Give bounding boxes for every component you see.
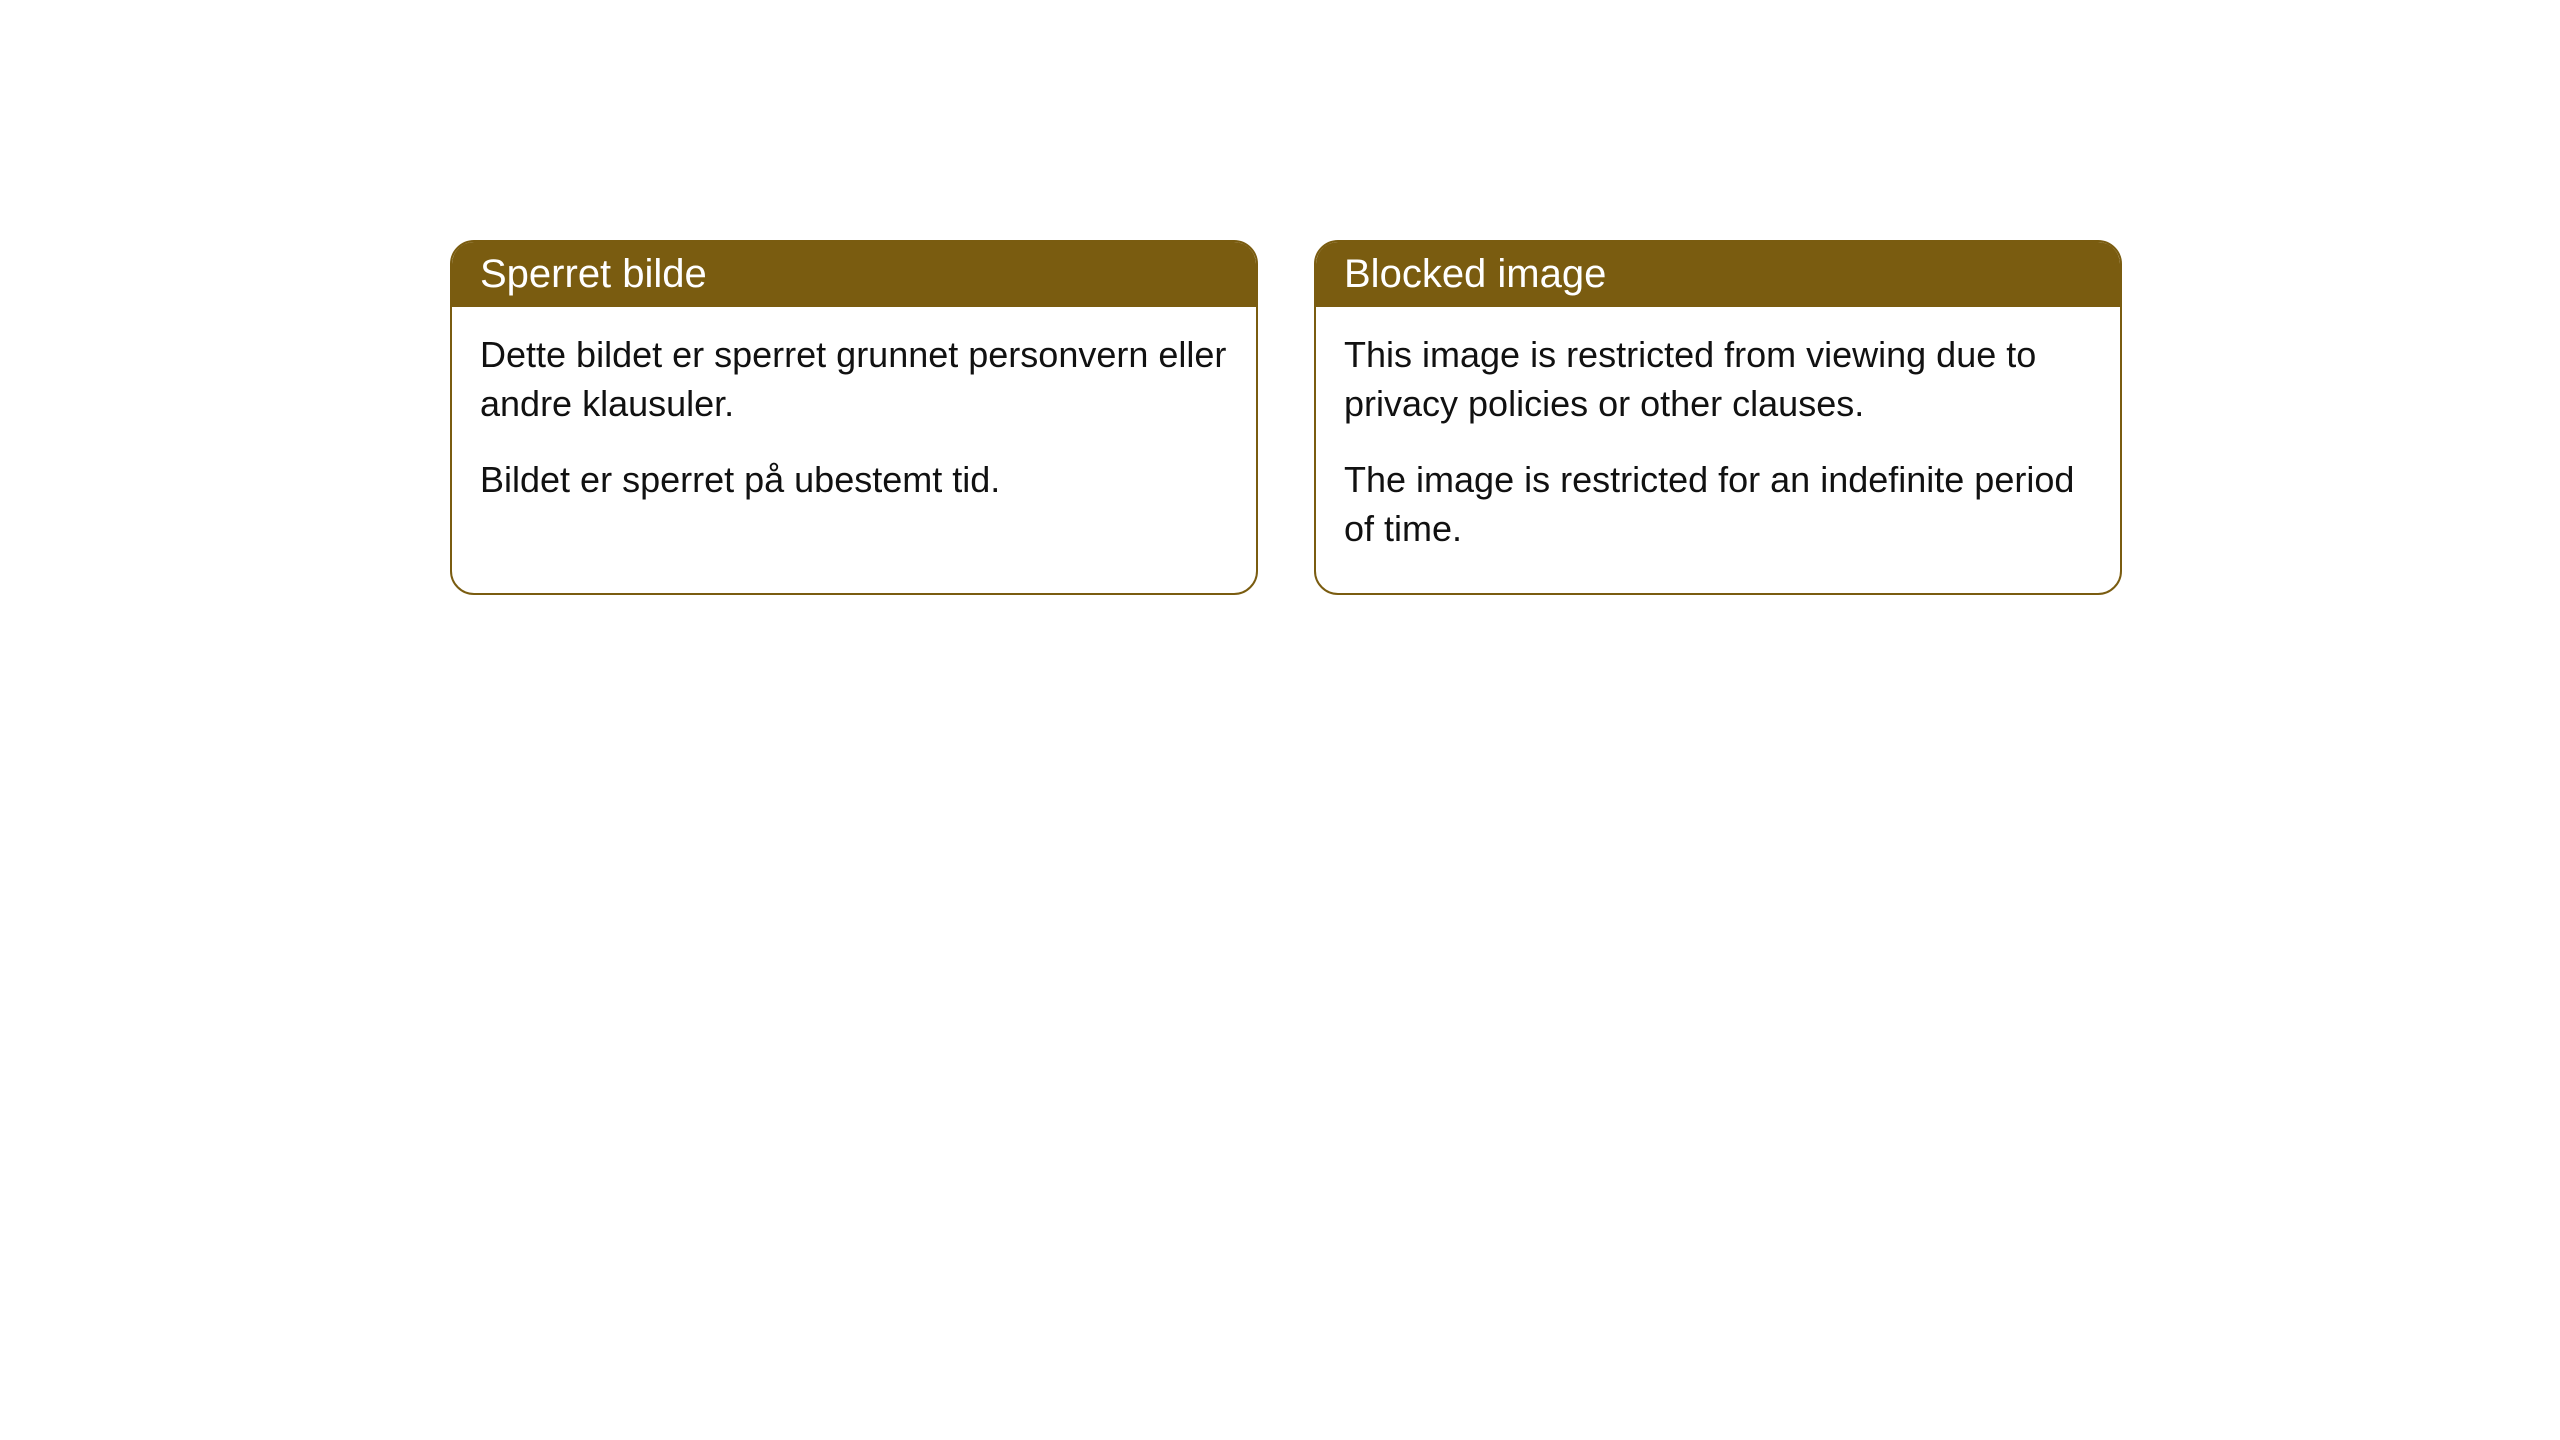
notice-card-container: Sperret bilde Dette bildet er sperret gr… [450,240,2122,595]
notice-card-norwegian: Sperret bilde Dette bildet er sperret gr… [450,240,1258,595]
card-header: Blocked image [1316,242,2120,307]
card-paragraph: This image is restricted from viewing du… [1344,331,2092,428]
card-header: Sperret bilde [452,242,1256,307]
card-paragraph: Bildet er sperret på ubestemt tid. [480,456,1228,505]
card-body: Dette bildet er sperret grunnet personve… [452,307,1256,545]
card-paragraph: The image is restricted for an indefinit… [1344,456,2092,553]
card-title: Sperret bilde [480,252,707,296]
card-paragraph: Dette bildet er sperret grunnet personve… [480,331,1228,428]
card-title: Blocked image [1344,252,1606,296]
card-body: This image is restricted from viewing du… [1316,307,2120,593]
notice-card-english: Blocked image This image is restricted f… [1314,240,2122,595]
